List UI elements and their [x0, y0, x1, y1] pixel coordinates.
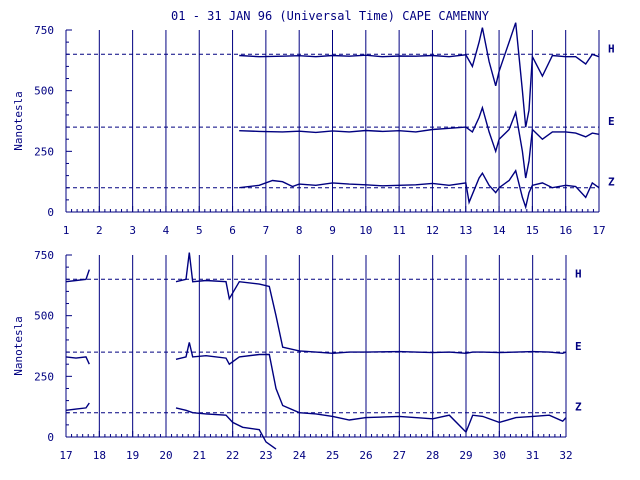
- y-tick-label: 500: [34, 310, 54, 323]
- x-tick-label: 7: [263, 224, 270, 237]
- series-line-z: [175, 407, 277, 450]
- x-tick-label: 21: [193, 449, 206, 462]
- x-tick-label: 6: [229, 224, 236, 237]
- x-tick-label: 16: [559, 224, 572, 237]
- x-tick-label: 18: [93, 449, 106, 462]
- component-label: H: [608, 42, 615, 55]
- x-tick-label: 15: [526, 224, 539, 237]
- series-line-e: [239, 105, 600, 179]
- x-tick-label: 1: [63, 224, 70, 237]
- x-tick-label: 4: [163, 224, 170, 237]
- x-tick-label: 24: [293, 449, 307, 462]
- x-tick-label: 10: [359, 224, 372, 237]
- x-tick-label: 32: [559, 449, 572, 462]
- component-label: Z: [575, 401, 582, 414]
- component-label: Z: [608, 176, 615, 189]
- series-line-h: [65, 269, 90, 283]
- x-tick-label: 3: [129, 224, 136, 237]
- x-tick-label: 20: [159, 449, 172, 462]
- series-line-e: [175, 342, 567, 434]
- component-label: E: [575, 340, 582, 353]
- component-label: H: [575, 267, 582, 280]
- chart-title: 01 - 31 JAN 96 (Universal Time) CAPE CAM…: [171, 9, 490, 23]
- y-tick-label: 250: [34, 145, 54, 158]
- x-tick-label: 13: [459, 224, 472, 237]
- x-tick-label: 28: [426, 449, 439, 462]
- series-line-z: [239, 169, 600, 210]
- series-line-e: [65, 356, 90, 365]
- x-tick-label: 26: [359, 449, 372, 462]
- x-tick-label: 22: [226, 449, 239, 462]
- top-panel: 1 2 3 4 5 6 7 8 9 10 11 12 13 14 15 16 170250500750Nanot…: [12, 22, 615, 237]
- x-tick-label: 14: [492, 224, 506, 237]
- series-line-z: [65, 402, 90, 411]
- x-tick-label: 9: [329, 224, 336, 237]
- y-tick-label: 750: [34, 249, 54, 262]
- y-axis-label: Nanotesla: [12, 316, 25, 376]
- y-tick-label: 750: [34, 24, 54, 37]
- y-tick-label: 250: [34, 370, 54, 383]
- x-tick-label: 19: [126, 449, 139, 462]
- x-tick-label: 27: [393, 449, 406, 462]
- x-tick-label: 23: [259, 449, 272, 462]
- x-tick-label: 5: [196, 224, 203, 237]
- x-tick-label: 25: [326, 449, 339, 462]
- bottom-panel: 17 18 19 20 21 22 23 24 25 26 27 28 29 30 31 32 0 250 500 7…: [12, 249, 582, 462]
- x-tick-label: 31: [526, 449, 539, 462]
- x-tick-label: 8: [296, 224, 303, 237]
- x-tick-label: 17: [592, 224, 605, 237]
- component-label: E: [608, 115, 615, 128]
- y-tick-label: 0: [47, 206, 54, 219]
- x-tick-label: 11: [393, 224, 406, 237]
- series-line-h: [175, 252, 567, 355]
- series-line-h: [239, 22, 600, 128]
- x-tick-label: 2: [96, 224, 103, 237]
- x-tick-label: 12: [426, 224, 439, 237]
- y-tick-label: 500: [34, 85, 54, 98]
- x-tick-label: 29: [459, 449, 472, 462]
- y-tick-label: 0: [47, 431, 54, 444]
- x-tick-label: 17: [59, 449, 72, 462]
- y-axis-label: Nanotesla: [12, 91, 25, 151]
- x-tick-label: 30: [493, 449, 506, 462]
